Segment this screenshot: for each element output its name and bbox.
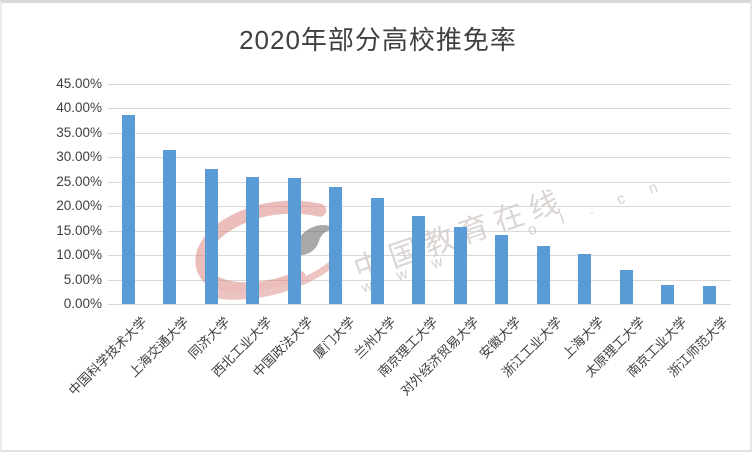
bar <box>370 197 384 304</box>
y-axis-tick-label: 5.00% <box>63 271 102 287</box>
bar <box>702 286 716 304</box>
bar <box>329 186 343 304</box>
y-axis-tick-label: 15.00% <box>56 222 102 238</box>
bar <box>287 178 301 304</box>
gridline <box>108 181 731 183</box>
bar <box>619 269 633 304</box>
bar <box>246 176 260 304</box>
bar <box>578 254 592 304</box>
bar <box>412 215 426 304</box>
gridline <box>108 83 731 85</box>
gridline <box>108 108 731 109</box>
y-axis-tick-label: 35.00% <box>56 124 102 140</box>
y-axis-tick-label: 40.00% <box>56 100 102 115</box>
bar <box>661 285 675 304</box>
y-axis-tick-label: 10.00% <box>56 247 102 262</box>
x-axis-category-label: 厦门大学 <box>310 314 358 362</box>
bar <box>122 114 135 304</box>
y-axis-tick-label: 45.00% <box>56 75 102 91</box>
gridline <box>108 206 731 207</box>
y-axis-tick-label: 30.00% <box>56 149 102 164</box>
bar <box>163 150 177 304</box>
y-axis-tick-label: 0.00% <box>63 296 102 311</box>
y-axis-tick-label: 25.00% <box>56 173 102 189</box>
bar <box>453 227 467 304</box>
gridline <box>108 157 731 158</box>
bar <box>536 245 550 304</box>
y-axis-tick-label: 20.00% <box>56 198 102 213</box>
gridline <box>108 132 731 134</box>
chart-title: 2020年部分高校推免率 <box>239 25 517 55</box>
plot-area: 45.00% 40.00% 35.00% 30.00% 25.00% 20.00% 15.0… <box>2 3 750 450</box>
gridline <box>108 304 731 305</box>
bar <box>204 168 218 304</box>
bar <box>495 235 509 304</box>
